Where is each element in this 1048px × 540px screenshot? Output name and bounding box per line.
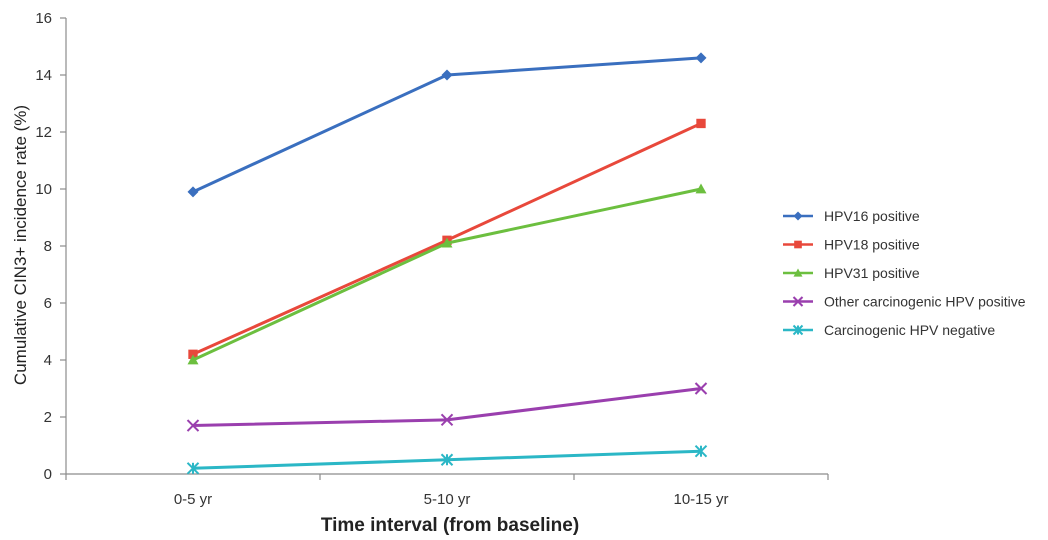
data-point — [440, 453, 454, 466]
legend-item: HPV18 positive — [783, 237, 920, 253]
legend-label: HPV18 positive — [824, 237, 920, 253]
y-tick-label: 8 — [44, 238, 52, 255]
y-tick-label: 12 — [35, 124, 52, 141]
x-tick-labels: 0-5 yr 5-10 yr 10-15 yr — [174, 491, 729, 508]
data-point — [441, 69, 453, 81]
legend-label: HPV16 positive — [824, 208, 920, 224]
data-point — [186, 462, 200, 475]
data-point — [694, 382, 708, 395]
data-point — [793, 211, 803, 221]
legend-item: HPV16 positive — [783, 208, 920, 224]
legend-label: HPV31 positive — [824, 265, 920, 281]
data-point — [696, 118, 706, 129]
series-5 — [186, 444, 708, 475]
series-layer — [186, 52, 708, 475]
series-1 — [187, 52, 707, 198]
x-tick-label: 10-15 yr — [673, 491, 728, 508]
y-tick-label: 4 — [44, 352, 52, 369]
data-point — [695, 52, 707, 64]
data-point — [187, 186, 199, 198]
data-point — [794, 240, 802, 249]
data-point — [793, 268, 803, 277]
x-axis-title: Time interval (from baseline) — [321, 515, 579, 536]
data-point — [792, 296, 804, 307]
y-tick-label: 6 — [44, 295, 52, 312]
series-3 — [187, 183, 707, 365]
y-tick-labels: 0 2 4 6 8 10 12 14 16 — [35, 10, 52, 483]
x-tick-label: 5-10 yr — [424, 491, 471, 508]
y-tick-label: 10 — [35, 181, 52, 198]
series-4 — [186, 382, 708, 432]
y-axis-title: Cumulative CIN3+ incidence rate (%) — [11, 105, 30, 385]
legend-label: Carcinogenic HPV negative — [824, 322, 995, 338]
y-tick-label: 16 — [35, 10, 52, 27]
data-point — [792, 324, 804, 336]
data-point — [440, 413, 454, 427]
y-tick-label: 2 — [44, 409, 52, 426]
data-point — [186, 419, 200, 432]
legend-label: Other carcinogenic HPV positive — [824, 294, 1026, 310]
data-point — [694, 444, 708, 458]
data-point — [188, 349, 198, 359]
x-tick-label: 0-5 yr — [174, 491, 212, 508]
legend: HPV16 positive HPV18 positive HPV31 positi… — [783, 208, 1026, 338]
axes — [60, 17, 829, 480]
data-point — [441, 237, 453, 248]
series-line — [192, 187, 702, 362]
data-point — [695, 183, 707, 194]
y-tick-label: 14 — [35, 67, 52, 84]
legend-item: Carcinogenic HPV negative — [783, 322, 995, 338]
data-point — [187, 354, 199, 365]
y-tick-label: 0 — [44, 466, 52, 483]
legend-item: Other carcinogenic HPV positive — [783, 294, 1026, 310]
legend-item: HPV31 positive — [783, 265, 920, 281]
